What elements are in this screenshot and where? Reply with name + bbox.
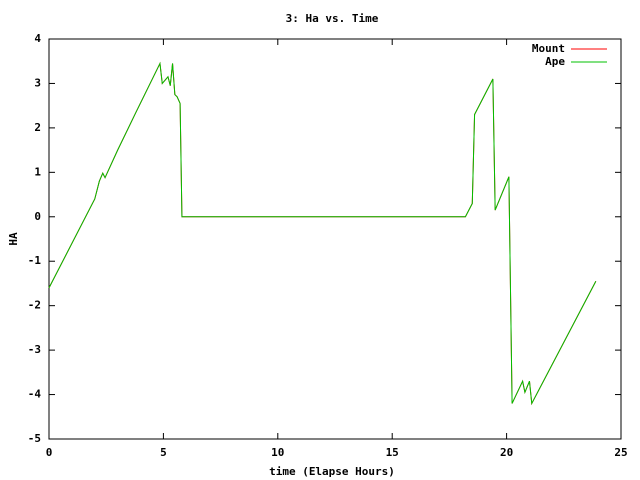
y-tick-label: 2 [34, 121, 41, 134]
y-tick-label: -2 [28, 299, 41, 312]
y-tick-label: 4 [34, 32, 41, 45]
y-tick-label: 3 [34, 76, 41, 89]
y-tick-label: 0 [34, 210, 41, 223]
y-tick-label: -4 [28, 388, 42, 401]
plot-border [48, 38, 622, 440]
y-tick-label: -1 [28, 254, 42, 267]
x-tick-label: 25 [614, 446, 627, 459]
series-line [48, 61, 597, 406]
x-tick-label: 15 [386, 446, 399, 459]
x-tick-label: 0 [46, 446, 53, 459]
y-tick-label: -3 [28, 343, 41, 356]
x-tick-label: 10 [271, 446, 284, 459]
y-axis-label: HA [7, 232, 20, 246]
legend-label: Mount [532, 42, 565, 55]
chart-title: 3: Ha vs. Time [286, 12, 379, 25]
x-axis-label: time (Elapse Hours) [269, 465, 395, 478]
legend-label: Ape [545, 55, 565, 68]
y-tick-label: 1 [34, 165, 41, 178]
y-tick-label: -5 [28, 432, 41, 445]
x-tick-label: 5 [160, 446, 167, 459]
x-tick-label: 20 [500, 446, 513, 459]
